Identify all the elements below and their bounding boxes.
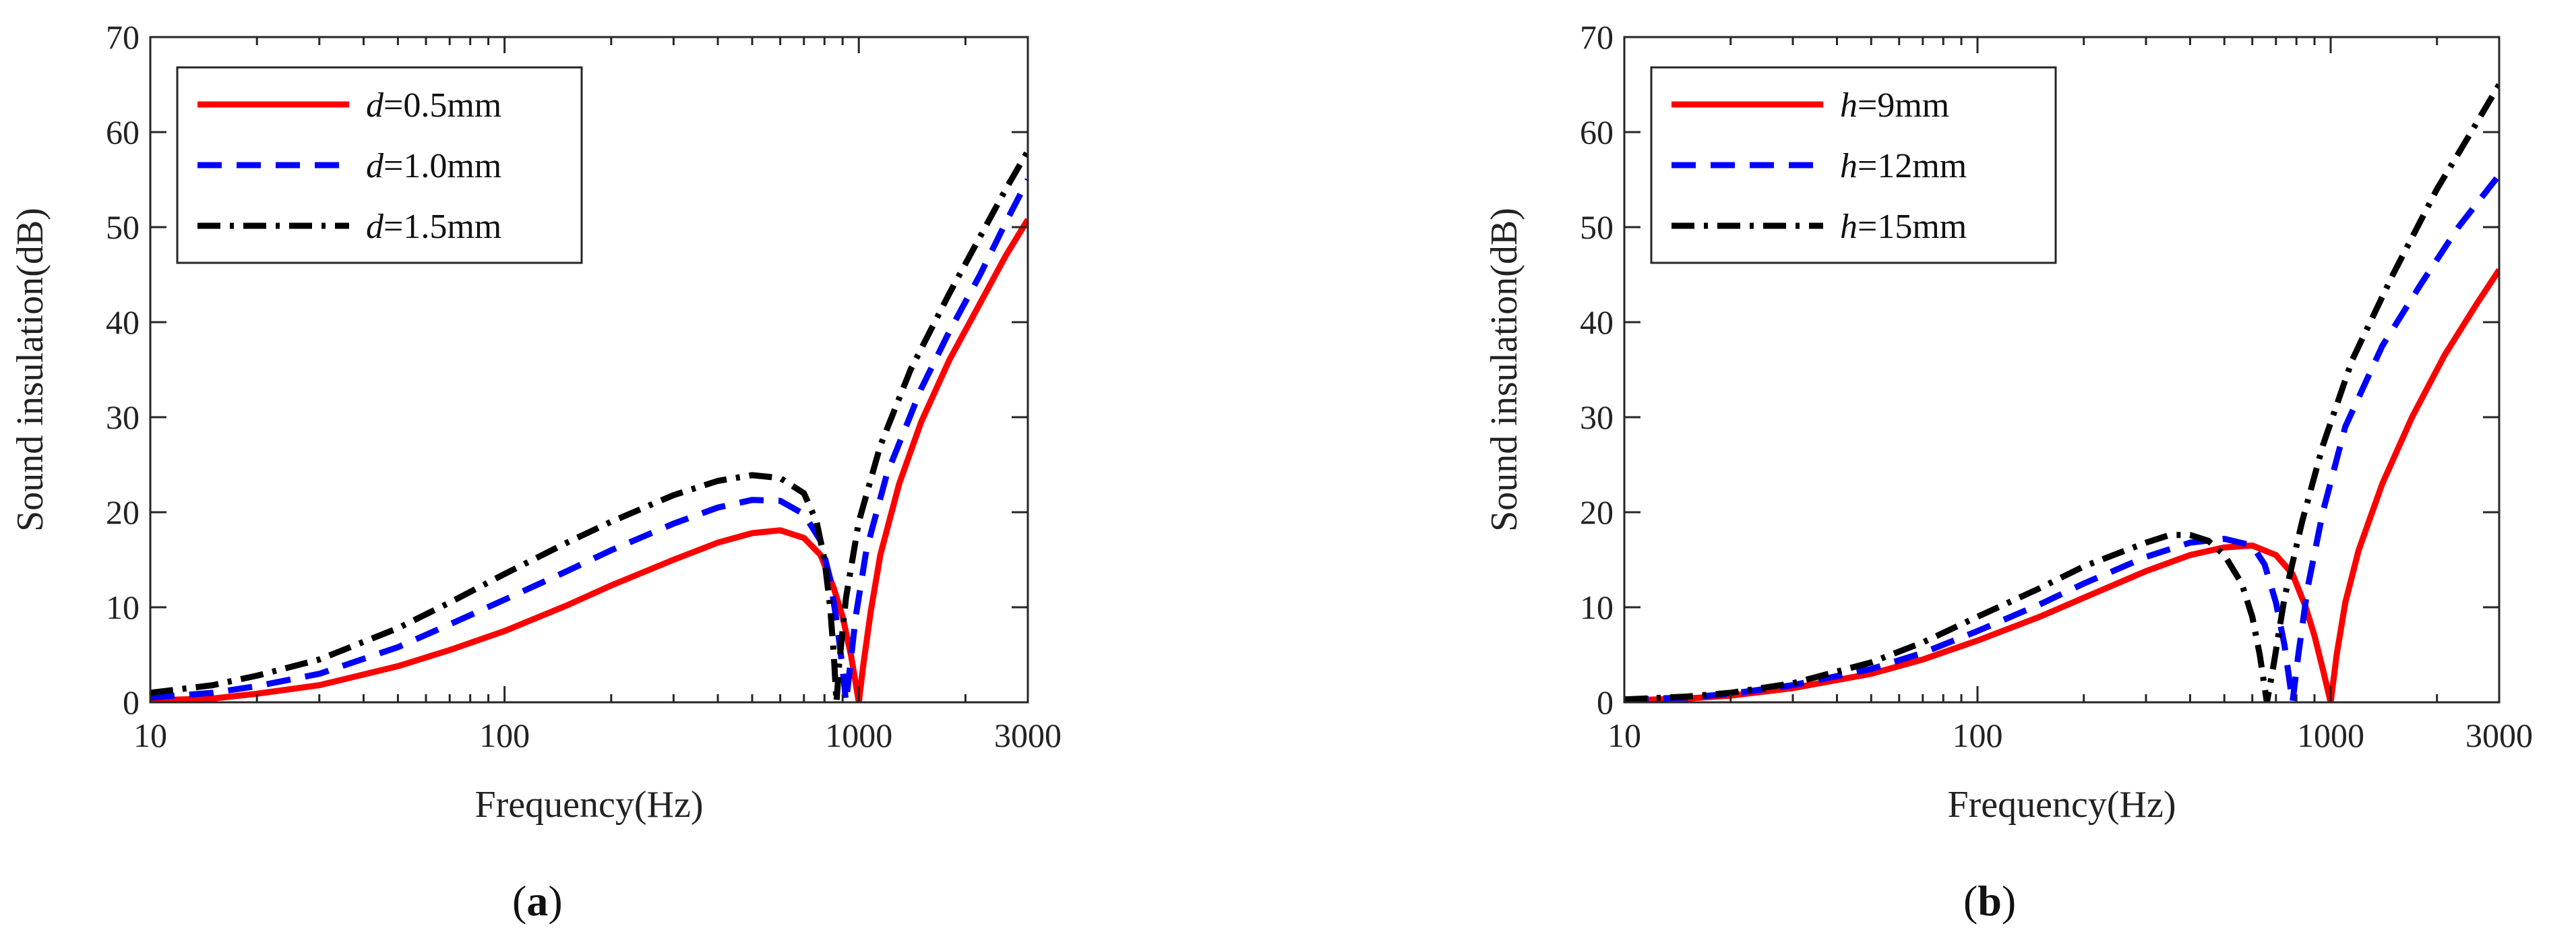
y-tick-label: 30 [1580, 398, 1614, 436]
series-line-h-1 [1624, 173, 2499, 702]
chart-panel-a: 10 100 1000 3000010203040506070Frequency(Hz… [9, 18, 1062, 826]
x-tick-label: 1000 [825, 716, 892, 754]
y-tick-label: 40 [106, 303, 140, 341]
legend-label: h=12mm [1840, 147, 1967, 185]
legend-label: d=1.0mm [366, 147, 501, 185]
x-tick-label: 1000 [2297, 716, 2364, 754]
y-tick-label: 20 [106, 493, 140, 531]
legend-label: h=9mm [1840, 86, 1949, 125]
y-tick-label: 70 [106, 18, 140, 56]
y-tick-label: 60 [1580, 113, 1614, 151]
y-tick-label: 50 [1580, 208, 1614, 246]
legend-label: d=0.5mm [366, 86, 501, 125]
x-tick-label: 100 [1952, 716, 2002, 754]
series-line-d-1 [150, 178, 1028, 702]
x-tick-label: 100 [479, 716, 530, 754]
x-tick-label: 10 [133, 716, 167, 754]
y-tick-label: 40 [1580, 303, 1614, 341]
y-axis-label: Sound insulation(dB) [9, 208, 51, 532]
y-tick-label: 70 [1580, 18, 1614, 56]
y-tick-label: 60 [106, 113, 140, 151]
y-tick-label: 10 [1580, 588, 1614, 626]
x-tick-label: 10 [1607, 716, 1641, 754]
plot-area-frame [149, 36, 1029, 704]
y-tick-label: 0 [123, 683, 140, 721]
series-line-d-2 [150, 149, 1028, 702]
x-axis-label: Frequency(Hz) [475, 784, 704, 826]
y-tick-label: 30 [106, 398, 140, 436]
panel-label-b: (b) [1963, 877, 2017, 925]
x-tick-label: 3000 [2465, 716, 2533, 754]
series-line-h-0 [1624, 268, 2499, 702]
series-line-h-2 [1624, 83, 2499, 702]
legend-label: h=15mm [1840, 208, 1967, 246]
y-tick-label: 20 [1580, 493, 1614, 531]
y-tick-label: 50 [106, 208, 140, 246]
legend-label: d=1.5mm [366, 208, 501, 246]
y-tick-label: 0 [1597, 683, 1614, 721]
x-tick-label: 3000 [994, 716, 1062, 754]
x-axis-label: Frequency(Hz) [1948, 784, 2176, 826]
series-line-d-0 [150, 218, 1028, 702]
y-tick-label: 10 [106, 588, 140, 626]
legend: h=9mm h=12mm h=15mm [1650, 66, 2057, 264]
chart-panel-b: 10 100 1000 3000010203040506070Frequency(Hz… [1483, 18, 2533, 826]
y-axis-label: Sound insulation(dB) [1483, 208, 1525, 532]
plot-area-frame [1623, 36, 2501, 704]
panel-label-a: (a) [512, 877, 563, 925]
legend: d=0.5mm d=1.0mm d=1.5mm [176, 66, 583, 264]
